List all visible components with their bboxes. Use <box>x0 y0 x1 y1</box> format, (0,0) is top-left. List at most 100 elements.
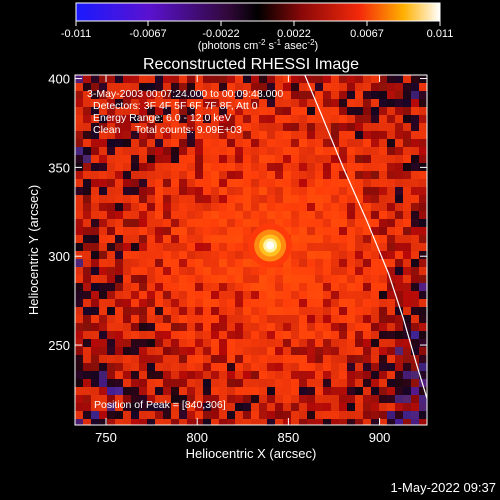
heatmap-pixel <box>131 147 139 155</box>
heatmap-pixel <box>315 339 323 347</box>
heatmap-pixel <box>171 195 179 203</box>
heatmap-pixel <box>323 355 331 363</box>
heatmap-pixel <box>403 339 411 347</box>
heatmap-pixel <box>331 379 339 387</box>
heatmap-pixel <box>355 259 363 267</box>
heatmap-pixel <box>155 323 163 331</box>
heatmap-pixel <box>323 219 331 227</box>
heatmap-pixel <box>339 307 347 315</box>
heatmap-pixel <box>139 379 147 387</box>
heatmap-pixel <box>179 291 187 299</box>
heatmap-pixel <box>339 251 347 259</box>
heatmap-pixel <box>355 107 363 115</box>
heatmap-pixel <box>307 259 315 267</box>
heatmap-pixel <box>131 371 139 379</box>
heatmap-pixel <box>171 411 179 419</box>
heatmap-pixel <box>219 123 227 131</box>
heatmap-pixel <box>355 339 363 347</box>
heatmap-pixel <box>283 291 291 299</box>
heatmap-pixel <box>363 171 371 179</box>
heatmap-pixel <box>99 235 107 243</box>
heatmap-pixel <box>227 419 235 425</box>
heatmap-pixel <box>147 403 155 411</box>
heatmap-pixel <box>307 315 315 323</box>
heatmap-pixel <box>75 291 83 299</box>
heatmap-pixel <box>323 315 331 323</box>
heatmap-pixel <box>347 411 355 419</box>
heatmap-pixel <box>75 235 83 243</box>
heatmap-pixel <box>219 355 227 363</box>
heatmap-pixel <box>83 91 91 99</box>
heatmap-pixel <box>259 267 267 275</box>
heatmap-pixel <box>203 163 211 171</box>
heatmap-pixel <box>315 371 323 379</box>
heatmap-pixel <box>107 259 115 267</box>
heatmap-pixel <box>307 419 315 425</box>
heatmap-pixel <box>219 411 227 419</box>
heatmap-pixel <box>235 283 243 291</box>
heatmap-pixel <box>243 299 251 307</box>
heatmap-pixel <box>155 315 163 323</box>
heatmap-pixel <box>339 115 347 123</box>
heatmap-pixel <box>363 363 371 371</box>
heatmap-pixel <box>243 203 251 211</box>
heatmap-pixel <box>235 75 243 83</box>
heatmap-pixel <box>267 187 275 195</box>
heatmap-pixel <box>139 211 147 219</box>
heatmap-pixel <box>387 227 395 235</box>
heatmap-pixel <box>235 235 243 243</box>
heatmap-pixel <box>99 139 107 147</box>
heatmap-pixel <box>307 323 315 331</box>
heatmap-pixel <box>75 251 83 259</box>
heatmap-pixel <box>307 339 315 347</box>
heatmap-pixel <box>235 307 243 315</box>
heatmap-pixel <box>155 331 163 339</box>
heatmap-pixel <box>259 411 267 419</box>
heatmap-pixel <box>131 99 139 107</box>
heatmap-pixel <box>171 235 179 243</box>
heatmap-pixel <box>131 203 139 211</box>
heatmap-pixel <box>219 107 227 115</box>
heatmap-pixel <box>147 147 155 155</box>
heatmap-pixel <box>91 291 99 299</box>
heatmap-pixel <box>75 299 83 307</box>
heatmap-pixel <box>99 419 107 425</box>
heatmap-pixel <box>123 195 131 203</box>
heatmap-pixel <box>331 91 339 99</box>
heatmap-pixel <box>355 99 363 107</box>
heatmap-pixel <box>75 139 83 147</box>
heatmap-pixel <box>411 243 419 251</box>
heatmap-pixel <box>91 411 99 419</box>
heatmap-pixel <box>115 403 123 411</box>
heatmap-pixel <box>371 331 379 339</box>
heatmap-pixel <box>99 259 107 267</box>
heatmap-pixel <box>371 179 379 187</box>
heatmap-pixel <box>115 307 123 315</box>
heatmap-pixel <box>251 107 259 115</box>
heatmap-pixel <box>179 299 187 307</box>
heatmap-pixel <box>179 251 187 259</box>
heatmap-pixel <box>419 379 427 387</box>
colorbar-tick-label: 0.011 <box>427 28 454 40</box>
heatmap-pixel <box>227 339 235 347</box>
heatmap-pixel <box>275 91 283 99</box>
heatmap-pixel <box>379 347 387 355</box>
heatmap-pixel <box>147 211 155 219</box>
heatmap-pixel <box>275 123 283 131</box>
heatmap-pixel <box>147 75 155 83</box>
heatmap-pixel <box>283 115 291 123</box>
heatmap-pixel <box>419 403 427 411</box>
heatmap-pixel <box>283 363 291 371</box>
heatmap-pixel <box>363 267 371 275</box>
heatmap-pixel <box>139 251 147 259</box>
heatmap-pixel <box>411 275 419 283</box>
heatmap-pixel <box>371 195 379 203</box>
heatmap-pixel <box>299 107 307 115</box>
heatmap-pixel <box>83 203 91 211</box>
heatmap-pixel <box>363 195 371 203</box>
heatmap-pixel <box>347 235 355 243</box>
heatmap-pixel <box>243 387 251 395</box>
heatmap-pixel <box>355 267 363 275</box>
heatmap-pixel <box>75 395 83 403</box>
heatmap-pixel <box>259 307 267 315</box>
